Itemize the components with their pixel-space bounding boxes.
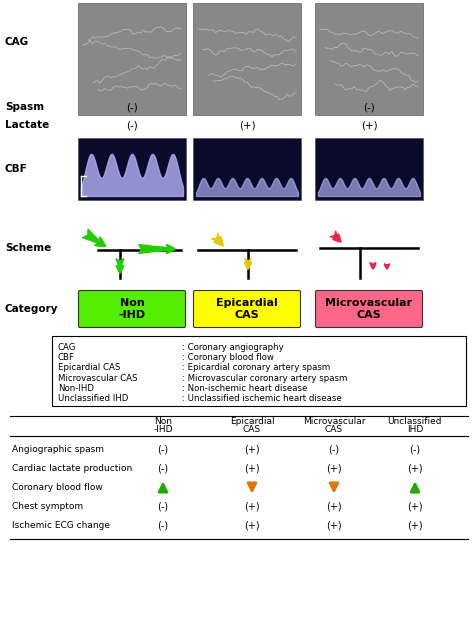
Text: : Unclassified ischemic heart disease: : Unclassified ischemic heart disease	[182, 394, 342, 403]
Text: (+): (+)	[361, 120, 377, 130]
Text: Non: Non	[154, 417, 172, 426]
Text: (-): (-)	[410, 445, 420, 454]
Text: : Non-ischemic heart disease: : Non-ischemic heart disease	[182, 384, 307, 393]
Text: Microvascular: Microvascular	[303, 417, 365, 426]
Text: Unclassified: Unclassified	[388, 417, 442, 426]
Text: -IHD: -IHD	[153, 424, 173, 433]
Text: Epicardial
CAS: Epicardial CAS	[216, 298, 278, 320]
Text: (+): (+)	[244, 521, 260, 530]
Text: (-): (-)	[157, 445, 169, 454]
Text: Cardiac lactate production: Cardiac lactate production	[12, 464, 132, 473]
Text: (-): (-)	[363, 102, 375, 112]
Text: Microvascular CAS: Microvascular CAS	[58, 374, 137, 383]
Text: Scheme: Scheme	[5, 243, 51, 253]
Text: Lactate: Lactate	[5, 120, 49, 130]
Text: Spasm: Spasm	[5, 102, 44, 112]
Bar	[193, 138, 301, 200]
Text: (-): (-)	[126, 102, 138, 112]
Text: Angiographic spasm: Angiographic spasm	[12, 445, 104, 454]
Text: (-): (-)	[328, 445, 339, 454]
Text: Epicardial CAS: Epicardial CAS	[58, 364, 120, 373]
Text: Microvascular
CAS: Microvascular CAS	[326, 298, 412, 320]
Text: (+): (+)	[239, 120, 255, 130]
Text: (+): (+)	[244, 445, 260, 454]
FancyBboxPatch shape	[79, 291, 185, 328]
Text: CAG: CAG	[58, 343, 76, 351]
Text: (-): (-)	[157, 521, 169, 530]
Text: Unclassified IHD: Unclassified IHD	[58, 394, 128, 403]
Text: (-): (-)	[157, 463, 169, 473]
Bar	[315, 138, 423, 200]
Text: (-): (-)	[126, 120, 138, 130]
Text: Epicardial: Epicardial	[230, 417, 274, 426]
Text: (+): (+)	[326, 463, 342, 473]
Text: : Coronary angiography: : Coronary angiography	[182, 343, 284, 351]
Text: Chest symptom: Chest symptom	[12, 502, 83, 511]
Text: Ischemic ECG change: Ischemic ECG change	[12, 521, 110, 530]
FancyBboxPatch shape	[316, 291, 422, 328]
Text: (+): (+)	[326, 502, 342, 511]
Text: : Epicardial coronary artery spasm: : Epicardial coronary artery spasm	[182, 364, 330, 373]
Text: CAS: CAS	[243, 424, 261, 433]
Text: (+): (+)	[244, 463, 260, 473]
FancyBboxPatch shape	[193, 291, 301, 328]
Text: Non
-IHD: Non -IHD	[118, 298, 146, 320]
Text: (+): (+)	[407, 521, 423, 530]
Text: (+): (+)	[407, 463, 423, 473]
Text: : Coronary blood flow: : Coronary blood flow	[182, 353, 274, 362]
Text: CAS: CAS	[325, 424, 343, 433]
Text: : Microvascular coronary artery spasm: : Microvascular coronary artery spasm	[182, 374, 347, 383]
Bar	[193, 3, 301, 115]
Bar	[78, 3, 186, 115]
Text: IHD: IHD	[407, 424, 423, 433]
Text: CBF: CBF	[5, 164, 28, 174]
Text: (+): (+)	[407, 502, 423, 511]
Text: CAG: CAG	[5, 37, 29, 47]
Bar	[52, 336, 466, 406]
Text: (+): (+)	[244, 502, 260, 511]
Text: CBF: CBF	[58, 353, 75, 362]
Bar	[78, 138, 186, 200]
Text: Coronary blood flow: Coronary blood flow	[12, 483, 103, 492]
Text: (-): (-)	[157, 502, 169, 511]
Text: Category: Category	[5, 304, 58, 314]
Bar	[315, 3, 423, 115]
Text: (+): (+)	[326, 521, 342, 530]
Text: Non-IHD: Non-IHD	[58, 384, 94, 393]
